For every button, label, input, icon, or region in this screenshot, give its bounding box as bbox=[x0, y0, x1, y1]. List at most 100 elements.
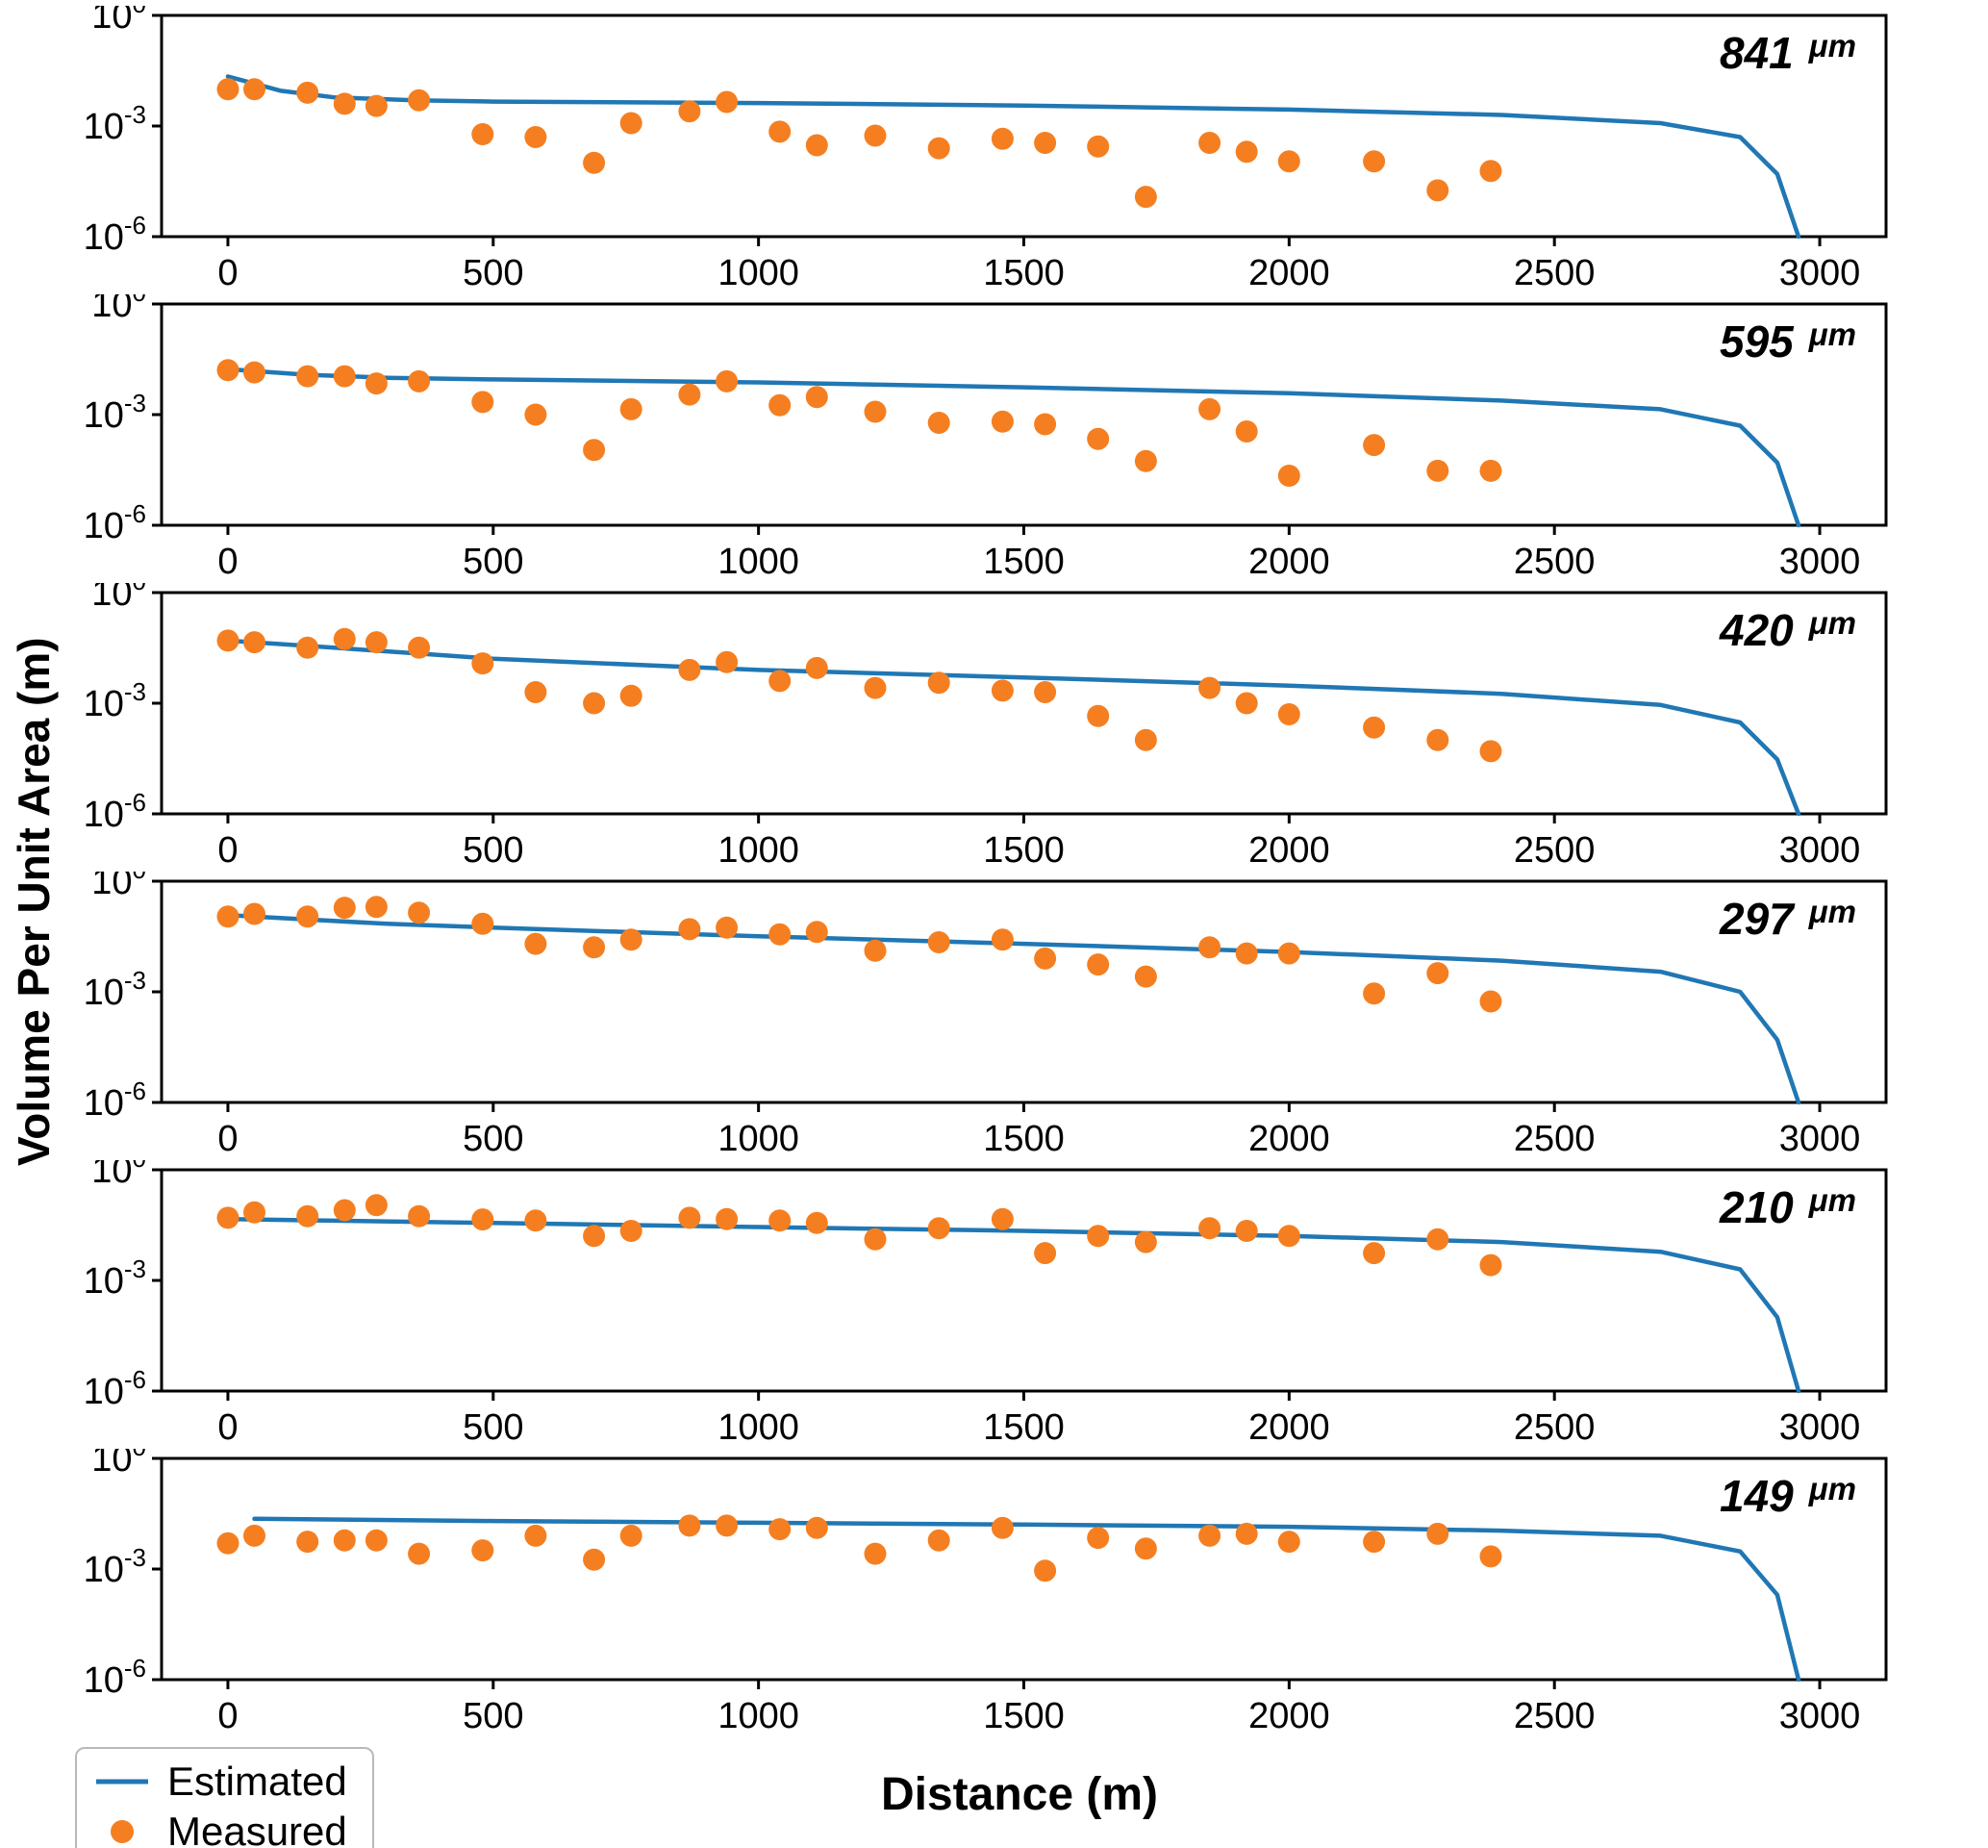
grain-size-unit: μm bbox=[1808, 1471, 1856, 1506]
svg-text:2500: 2500 bbox=[1514, 1696, 1596, 1736]
subplot-841um: 0 500 1000 1500 2000 2500 3000 100 10-3 10-6 841 μ… bbox=[54, 6, 1977, 294]
grain-size-unit: μm bbox=[1808, 316, 1856, 352]
svg-text:3000: 3000 bbox=[1779, 1696, 1861, 1736]
plot-svg: 0 500 1000 1500 2000 2500 3000 100 10-3 10-6 bbox=[84, 1160, 1888, 1448]
grain-size-label: 297 μm bbox=[1720, 893, 1856, 945]
grain-size-label: 420 μm bbox=[1720, 604, 1856, 656]
svg-text:2500: 2500 bbox=[1514, 253, 1596, 293]
subplot-297um: 0 500 1000 1500 2000 2500 3000 100 10-3 10-6 297 μ… bbox=[54, 872, 1977, 1160]
grain-size-value: 841 bbox=[1720, 28, 1794, 78]
svg-text:2000: 2000 bbox=[1248, 542, 1330, 582]
grain-size-label: 210 μm bbox=[1720, 1181, 1856, 1233]
svg-text:0: 0 bbox=[217, 542, 238, 582]
svg-text:1500: 1500 bbox=[983, 1696, 1065, 1736]
legend-label-measured: Measured bbox=[167, 1809, 347, 1848]
svg-text:10-6: 10-6 bbox=[84, 211, 146, 258]
grain-size-label: 595 μm bbox=[1720, 316, 1856, 367]
legend-item-estimated: Estimated bbox=[94, 1757, 347, 1807]
legend: Estimated Measured bbox=[75, 1747, 374, 1848]
svg-text:100: 100 bbox=[91, 583, 146, 614]
svg-text:10-6: 10-6 bbox=[84, 499, 146, 546]
svg-text:10-3: 10-3 bbox=[84, 966, 146, 1013]
svg-text:500: 500 bbox=[463, 1119, 523, 1159]
svg-text:3000: 3000 bbox=[1779, 1119, 1861, 1159]
svg-text:1500: 1500 bbox=[983, 253, 1065, 293]
svg-text:1500: 1500 bbox=[983, 830, 1065, 871]
svg-text:2500: 2500 bbox=[1514, 830, 1596, 871]
grain-size-value: 210 bbox=[1720, 1182, 1794, 1232]
grain-size-value: 595 bbox=[1720, 316, 1794, 367]
subplot-595um: 0 500 1000 1500 2000 2500 3000 100 10-3 10-6 595 μ… bbox=[54, 294, 1977, 583]
svg-text:10-6: 10-6 bbox=[84, 1365, 146, 1412]
svg-text:10-3: 10-3 bbox=[84, 1543, 146, 1590]
svg-text:0: 0 bbox=[217, 830, 238, 871]
svg-text:2000: 2000 bbox=[1248, 1696, 1330, 1736]
svg-text:500: 500 bbox=[463, 1407, 523, 1448]
svg-text:1500: 1500 bbox=[983, 1119, 1065, 1159]
svg-text:2000: 2000 bbox=[1248, 253, 1330, 293]
svg-text:10-6: 10-6 bbox=[84, 1076, 146, 1124]
svg-text:1000: 1000 bbox=[717, 1407, 799, 1448]
grain-size-unit: μm bbox=[1808, 605, 1856, 641]
svg-text:0: 0 bbox=[217, 253, 238, 293]
svg-text:2500: 2500 bbox=[1514, 542, 1596, 582]
svg-text:10-3: 10-3 bbox=[84, 389, 146, 436]
plot-svg: 0 500 1000 1500 2000 2500 3000 100 10-3 10-6 bbox=[84, 6, 1888, 293]
plot-svg: 0 500 1000 1500 2000 2500 3000 100 10-3 10-6 bbox=[84, 1449, 1888, 1736]
plot-svg: 0 500 1000 1500 2000 2500 3000 100 10-3 10-6 bbox=[84, 294, 1888, 582]
svg-text:100: 100 bbox=[91, 294, 146, 325]
svg-text:3000: 3000 bbox=[1779, 830, 1861, 871]
subplot-149um: 0 500 1000 1500 2000 2500 3000 100 10-3 10-6 149 μ… bbox=[54, 1449, 1977, 1737]
svg-text:10-6: 10-6 bbox=[84, 788, 146, 835]
grain-size-label: 149 μm bbox=[1720, 1470, 1856, 1522]
grain-size-value: 420 bbox=[1720, 605, 1794, 655]
svg-text:3000: 3000 bbox=[1779, 1407, 1861, 1448]
subplot-stack: 05001000150020002500300010010-310-6 841μ… bbox=[0, 6, 1977, 1737]
svg-text:100: 100 bbox=[91, 1160, 146, 1191]
svg-text:2000: 2000 bbox=[1248, 830, 1330, 871]
svg-text:0: 0 bbox=[217, 1119, 238, 1159]
figure-footer: Distance (m) Estimated Measured bbox=[0, 1741, 1988, 1848]
svg-text:2500: 2500 bbox=[1514, 1407, 1596, 1448]
svg-text:2500: 2500 bbox=[1514, 1119, 1596, 1159]
svg-text:3000: 3000 bbox=[1779, 542, 1861, 582]
x-axis-label: Distance (m) bbox=[880, 1769, 1159, 1820]
svg-text:1000: 1000 bbox=[717, 1119, 799, 1159]
svg-text:1000: 1000 bbox=[717, 830, 799, 871]
grain-size-unit: μm bbox=[1808, 894, 1856, 929]
svg-text:500: 500 bbox=[463, 1696, 523, 1736]
svg-text:500: 500 bbox=[463, 830, 523, 871]
svg-text:2000: 2000 bbox=[1248, 1119, 1330, 1159]
subplot-420um: 0 500 1000 1500 2000 2500 3000 100 10-3 10-6 420 μ… bbox=[54, 583, 1977, 872]
svg-text:0: 0 bbox=[217, 1407, 238, 1448]
svg-text:10-3: 10-3 bbox=[84, 677, 146, 724]
svg-text:2000: 2000 bbox=[1248, 1407, 1330, 1448]
svg-text:1000: 1000 bbox=[717, 1696, 799, 1736]
svg-text:500: 500 bbox=[463, 253, 523, 293]
grain-size-unit: μm bbox=[1808, 1182, 1856, 1218]
svg-text:0: 0 bbox=[217, 1696, 238, 1736]
svg-text:100: 100 bbox=[91, 872, 146, 902]
grain-size-label: 841 μm bbox=[1720, 27, 1856, 79]
plot-svg: 0 500 1000 1500 2000 2500 3000 100 10-3 10-6 bbox=[84, 583, 1888, 871]
svg-text:1000: 1000 bbox=[717, 253, 799, 293]
plot-svg: 0 500 1000 1500 2000 2500 3000 100 10-3 10-6 bbox=[84, 872, 1888, 1159]
grain-size-value: 149 bbox=[1720, 1471, 1794, 1521]
measured-dot-icon bbox=[111, 1820, 134, 1843]
svg-text:10-3: 10-3 bbox=[84, 1254, 146, 1302]
grain-size-unit: μm bbox=[1808, 28, 1856, 63]
svg-text:10-6: 10-6 bbox=[84, 1654, 146, 1701]
svg-text:1500: 1500 bbox=[983, 1407, 1065, 1448]
svg-text:100: 100 bbox=[91, 6, 146, 37]
legend-item-measured: Measured bbox=[94, 1807, 347, 1848]
grain-size-value: 297 bbox=[1720, 894, 1794, 944]
svg-text:3000: 3000 bbox=[1779, 253, 1861, 293]
legend-label-estimated: Estimated bbox=[167, 1759, 347, 1804]
svg-text:100: 100 bbox=[91, 1449, 146, 1480]
svg-text:1000: 1000 bbox=[717, 542, 799, 582]
svg-text:500: 500 bbox=[463, 542, 523, 582]
svg-text:10-3: 10-3 bbox=[84, 100, 146, 147]
subplot-210um: 0 500 1000 1500 2000 2500 3000 100 10-3 10-6 210 μ… bbox=[54, 1160, 1977, 1449]
svg-text:1500: 1500 bbox=[983, 542, 1065, 582]
